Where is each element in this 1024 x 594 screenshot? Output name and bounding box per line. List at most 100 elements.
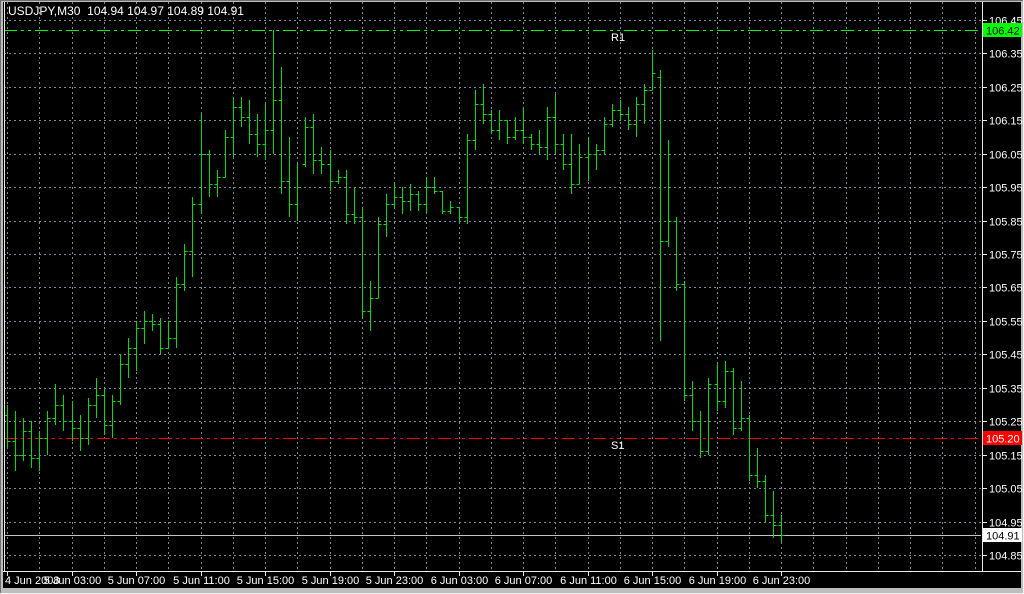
ohlc-bar [246,100,253,144]
ohlc-bar [528,134,535,150]
ohlc-bar [310,114,317,174]
ohlc-bar [222,130,229,178]
ohlc-bar [512,117,519,140]
ohlc-bar [730,368,737,435]
ohlc-bar [36,431,43,471]
ohlc-bar [12,411,19,471]
price-axis-label: 106.25 [989,83,1023,95]
ohlc-bar [568,134,575,194]
ohlc-bar [625,107,632,130]
ohlc-bar [633,97,640,137]
price-axis-label: 105.75 [989,250,1023,262]
r1-level-label: R1 [611,32,626,45]
ohlc-bar [60,395,67,431]
ohlc-bar [391,184,398,207]
ohlc-bar [77,415,84,451]
ohlc-bar [52,384,59,425]
time-axis-label: 5 Jun 07:00 [108,575,166,587]
ohlc-bar [585,137,592,181]
time-axis-label: 6 Jun 11:00 [560,575,617,587]
ohlc-bar [673,217,680,291]
ohlc-bar [601,117,608,154]
ohlc-bar [456,207,463,221]
ohlc-bar [480,84,487,124]
ohlc-bar [335,170,342,184]
ohlc-bar [657,70,664,341]
ohlc-bar [593,144,600,170]
price-axis-label: 105.25 [989,417,1023,429]
price-tag-r1 [983,23,1022,37]
ohlc-bar [198,114,205,214]
time-axis-label: 4 Jun 2008 [5,575,59,587]
ohlc-bar [327,150,334,191]
price-axis-label: 106.15 [989,116,1023,128]
ohlc-bar [125,338,132,378]
ohlc-bar [101,388,108,435]
time-axis-label: 5 Jun 11:00 [173,575,230,587]
ohlc-bar [141,311,148,344]
ohlc-bar [447,201,454,214]
price-axis-label: 105.05 [989,484,1023,496]
ohlc-bar [665,140,672,247]
ohlc-bar [762,475,769,522]
price-axis-label: 105.15 [989,451,1023,463]
ohlc-bar [359,207,366,318]
ohlc-bar [641,84,648,124]
time-axis-label: 5 Jun 03:00 [44,575,102,587]
ohlc-bar [415,191,422,211]
price-tag-r1-label: 106.42 [986,26,1020,38]
ohlc-bar [238,97,245,127]
ohlc-bar [431,177,438,194]
ohlc-bar [399,187,406,214]
ohlc-bar [560,134,567,170]
ohlc-bar [439,191,446,214]
price-axis-label: 105.45 [989,350,1023,362]
ohlc-bar [407,184,414,211]
chart-background [3,2,1021,588]
price-tag-current-label: 104.91 [986,531,1020,543]
ohlc-bar [20,418,27,461]
price-axis-label: 105.95 [989,183,1023,195]
ohlc-bar [770,491,777,538]
ohlc-bar [109,395,116,438]
ohlc-bar [722,361,729,408]
ohlc-bar [754,448,761,488]
ohlc-bar [93,378,100,418]
price-axis-label: 105.55 [989,317,1023,329]
ohlc-bar [488,110,495,134]
ohlc-bar [302,117,309,167]
ohlc-bar [464,134,471,224]
time-axis-label: 5 Jun 23:00 [366,575,424,587]
ohlc-bar [286,137,293,217]
ohlc-bar [214,170,221,197]
ohlc-bar [375,217,382,299]
ohlc-bar [681,281,688,401]
ohlc-bar [69,401,76,441]
price-tag-s1 [983,431,1022,445]
ohlc-bar [270,30,277,154]
ohlc-bar [778,515,785,542]
ohlc-bar [189,197,196,277]
ohlc-bar [649,50,656,91]
ohlc-readout: USDJPY,M30 104.94 104.97 104.89 104.91 [8,4,244,18]
ohlc-bar [85,398,92,445]
time-axis-label: 5 Jun 19:00 [302,575,360,587]
time-axis-label: 6 Jun 19:00 [689,575,747,587]
ohlc-bar [423,177,430,214]
ohlc-bar [343,170,350,224]
ohlc-bar [617,100,624,120]
price-tag-current [983,528,1022,542]
ohlc-bar [254,114,261,157]
window-border [0,0,1,594]
price-axis-label: 105.35 [989,384,1023,396]
price-axis-label: 105.85 [989,217,1023,229]
ohlc-bar [536,130,543,154]
ohlc-bar [318,147,325,174]
ohlc-bar [133,321,140,371]
ohlc-bar [609,104,616,127]
price-axis-label: 105.65 [989,283,1023,295]
ohlc-bar [173,277,180,348]
ohlc-bar [230,97,237,157]
ohlc-bar [697,411,704,458]
